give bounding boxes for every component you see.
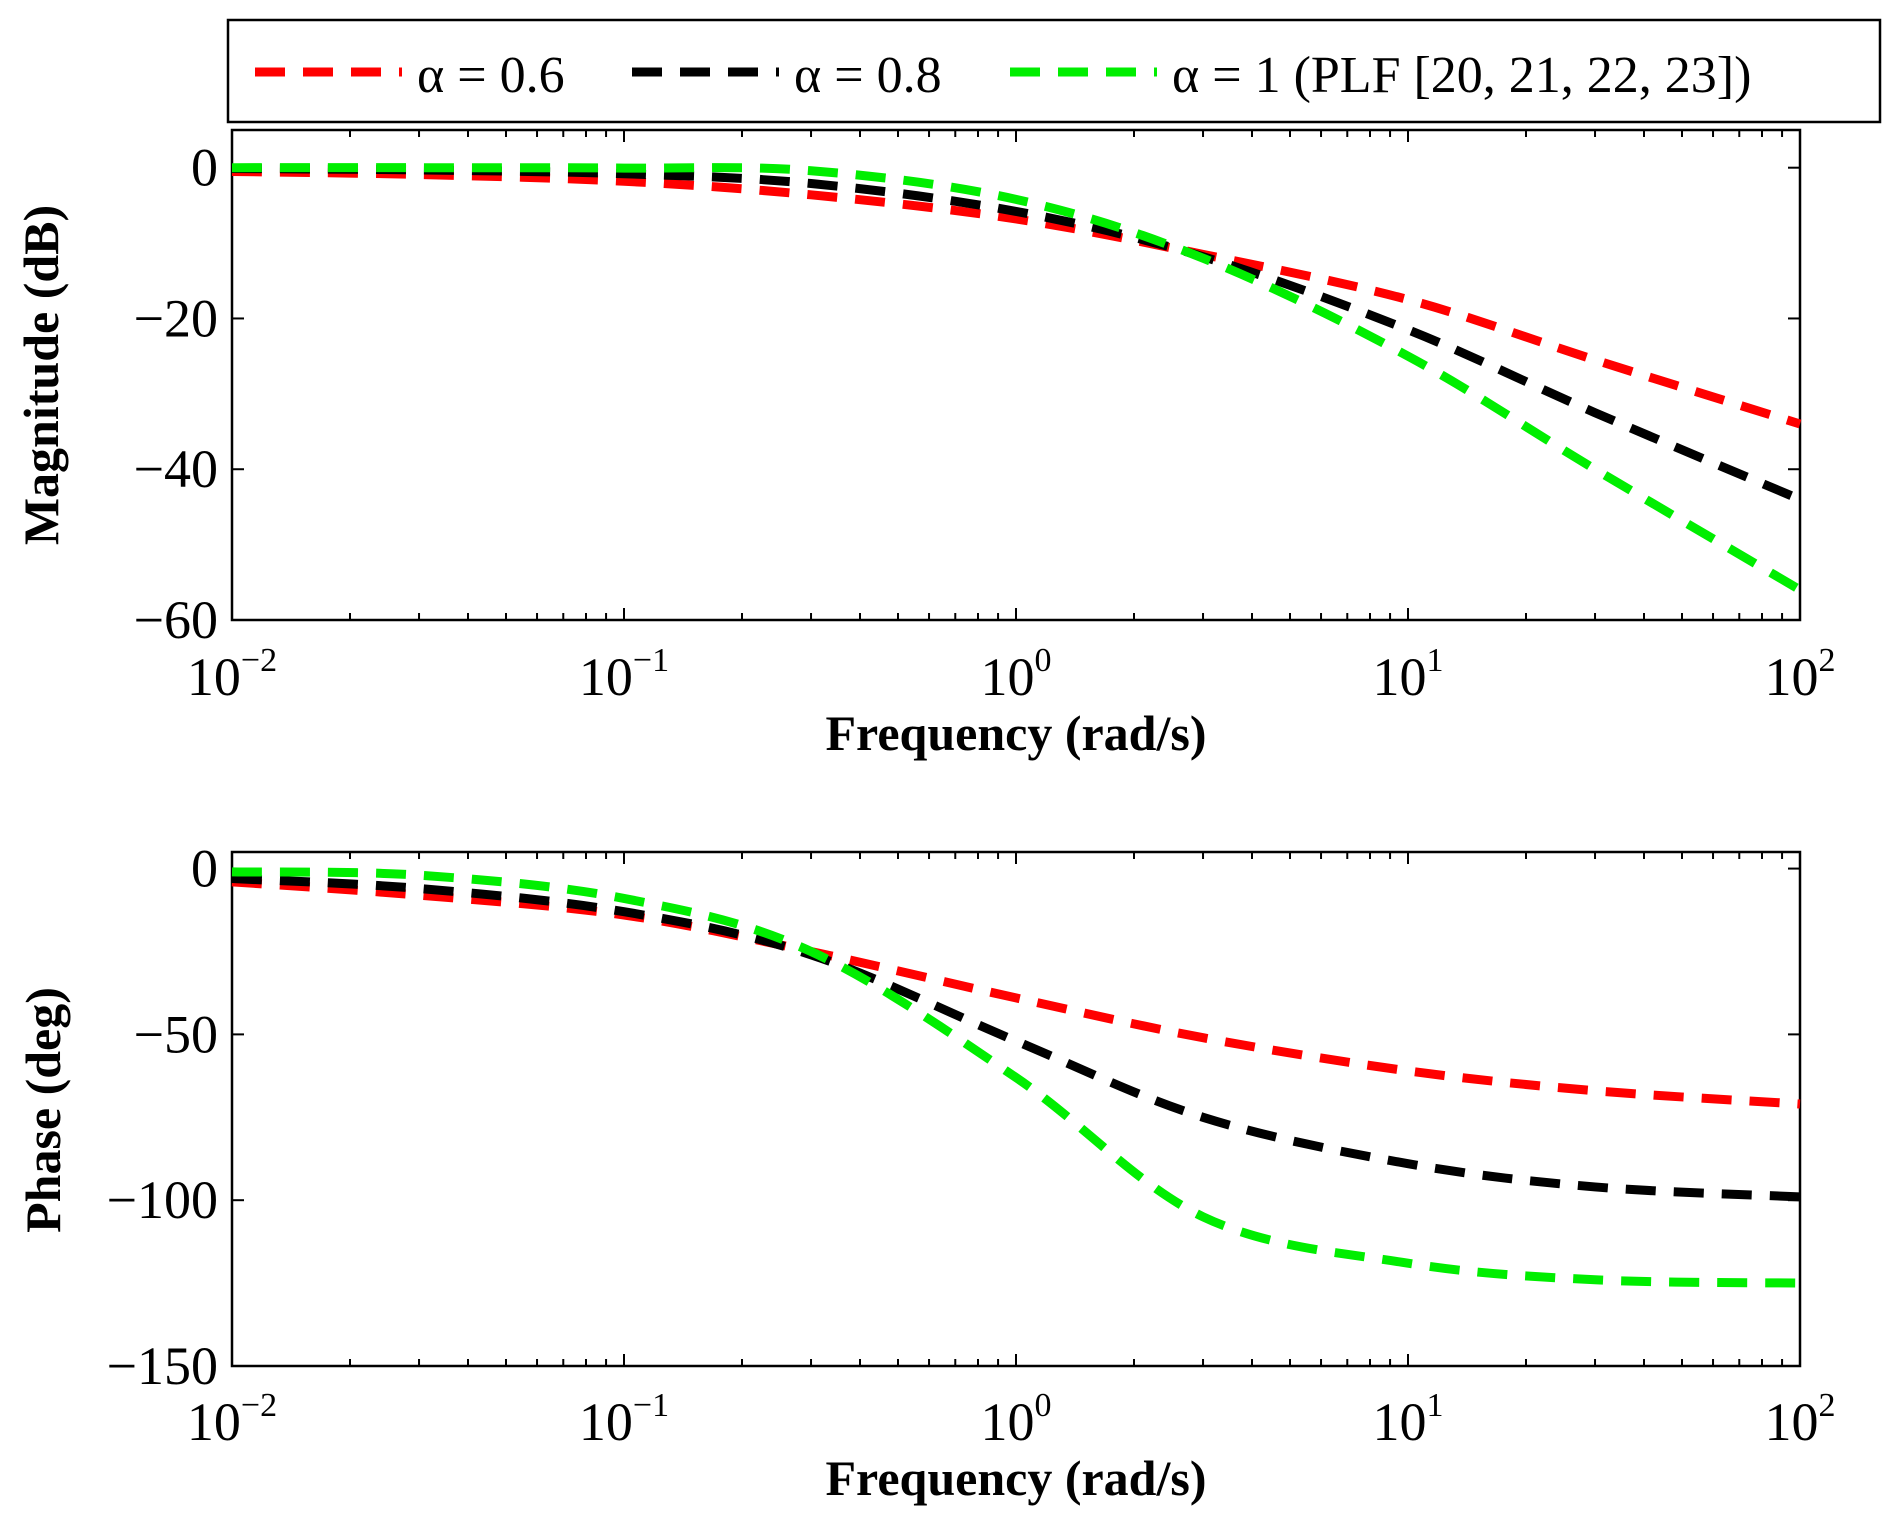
- legend: α = 0.6 α = 0.8 α = 1 (PLF [20, 21, 22, …: [226, 18, 1882, 124]
- x-tick-label: 100: [981, 642, 1052, 707]
- x-tick-exponent: 2: [1819, 1387, 1836, 1424]
- x-tick-label: 100: [981, 1387, 1052, 1452]
- x-tick-exponent: −1: [633, 642, 669, 679]
- x-tick-label: 102: [1765, 642, 1836, 707]
- series-line-1: [231, 874, 1801, 1202]
- y-tick-label: −100: [107, 1170, 218, 1230]
- legend-label-alpha-0-6: α = 0.6: [417, 47, 565, 104]
- y-tick-label: 0: [191, 138, 218, 198]
- x-tick-base: 10: [579, 647, 633, 707]
- plot-frame: [230, 850, 1802, 1368]
- x-tick-exponent: 0: [1035, 642, 1052, 679]
- y-tick-label: −60: [134, 590, 218, 650]
- x-tick-label: 101: [1373, 1387, 1444, 1452]
- x-tick-label: 101: [1373, 642, 1444, 707]
- x-tick-label: 102: [1765, 1387, 1836, 1452]
- x-tick-base: 10: [981, 647, 1035, 707]
- legend-box: [226, 18, 1882, 124]
- y-tick-label: 0: [191, 839, 218, 899]
- y-tick-label: −150: [107, 1336, 218, 1396]
- x-tick-label: 10−2: [187, 642, 277, 707]
- x-tick-exponent: −2: [241, 642, 277, 679]
- x-tick-exponent: −2: [241, 1387, 277, 1424]
- x-tick-base: 10: [1373, 647, 1427, 707]
- y-axis-label: Magnitude (dB): [13, 205, 69, 545]
- x-tick-label: 10−1: [579, 1387, 669, 1452]
- y-tick-label: −40: [134, 439, 218, 499]
- x-tick-exponent: 2: [1819, 642, 1836, 679]
- x-tick-exponent: −1: [633, 1387, 669, 1424]
- x-tick-label: 10−2: [187, 1387, 277, 1452]
- y-tick-label: −20: [134, 288, 218, 348]
- x-axis-label: Frequency (rad/s): [826, 1450, 1207, 1506]
- legend-label-alpha-0-8: α = 0.8: [794, 47, 942, 104]
- x-tick-base: 10: [187, 1392, 241, 1452]
- x-tick-base: 10: [1765, 1392, 1819, 1452]
- x-tick-label: 10−1: [579, 642, 669, 707]
- series-line-2: [231, 163, 1803, 594]
- x-axis-label: Frequency (rad/s): [826, 705, 1207, 761]
- x-tick-base: 10: [187, 647, 241, 707]
- x-tick-exponent: 0: [1035, 1387, 1052, 1424]
- x-tick-base: 10: [1765, 647, 1819, 707]
- y-axis-label: Phase (deg): [15, 987, 71, 1233]
- x-tick-base: 10: [579, 1392, 633, 1452]
- legend-label-alpha-1: α = 1 (PLF [20, 21, 22, 23]): [1172, 47, 1751, 104]
- x-tick-base: 10: [1373, 1392, 1427, 1452]
- y-tick-label: −50: [134, 1004, 218, 1064]
- x-tick-exponent: 1: [1427, 1387, 1444, 1424]
- x-tick-exponent: 1: [1427, 642, 1444, 679]
- series-line-2: [231, 867, 1801, 1288]
- series-line-0: [231, 877, 1801, 1109]
- series-line-0: [231, 166, 1802, 429]
- x-tick-base: 10: [981, 1392, 1035, 1452]
